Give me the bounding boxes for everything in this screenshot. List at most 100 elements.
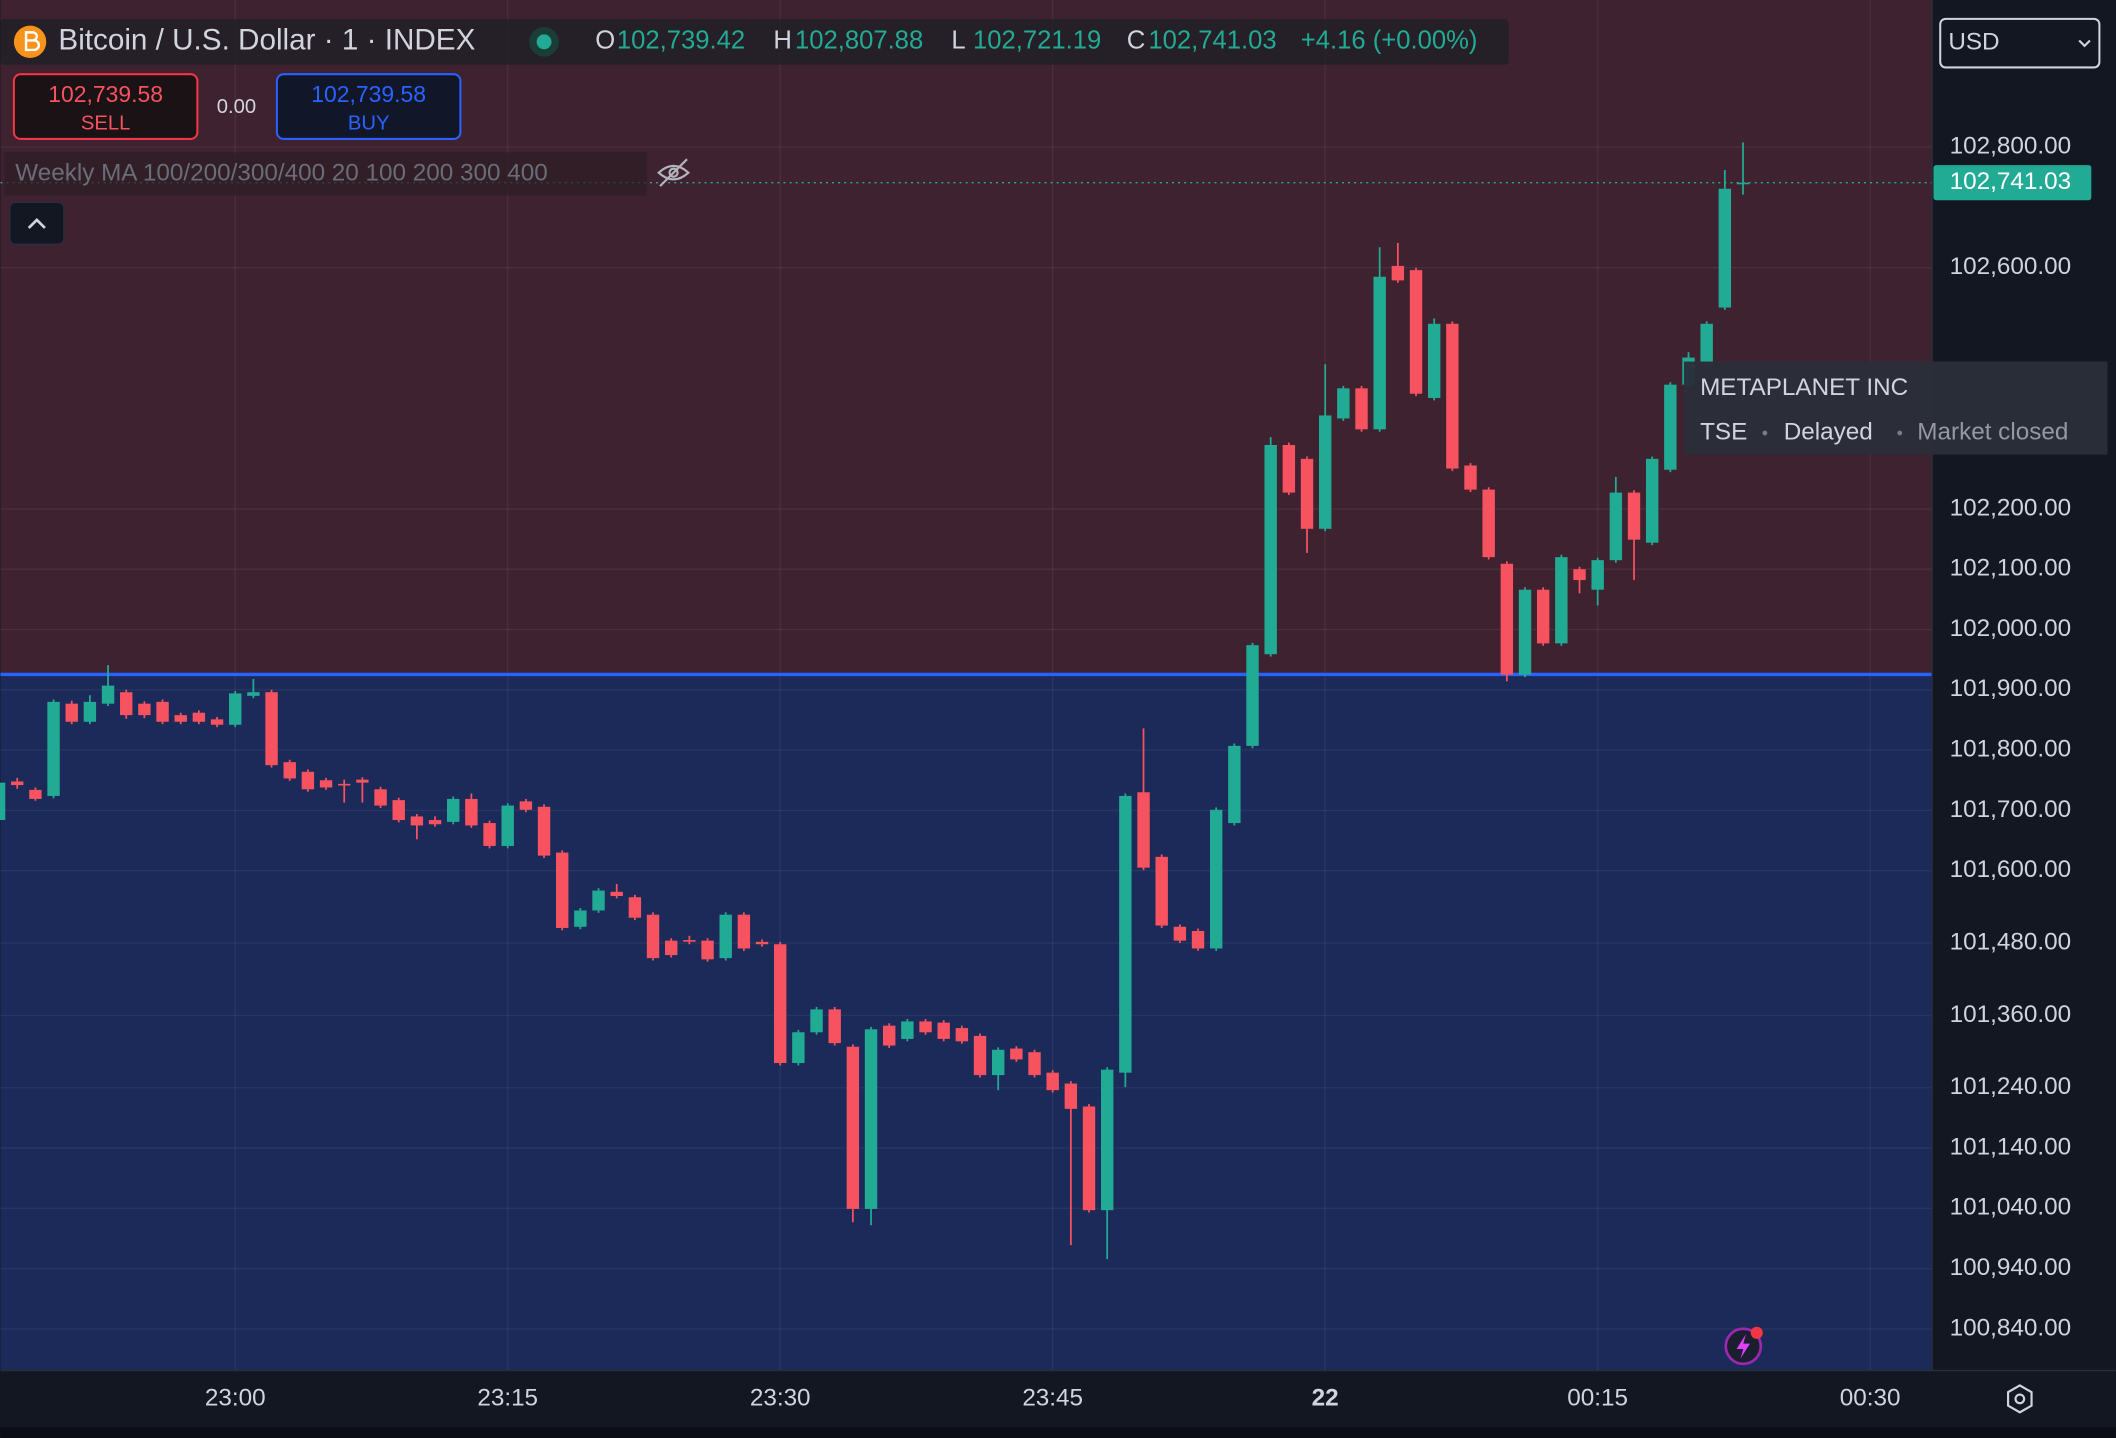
candle-body <box>101 685 115 704</box>
candle-body <box>1355 388 1368 430</box>
candle-body <box>556 852 569 928</box>
time-axis: 23:00 23:15 23:30 23:45 22 00:15 00:30 <box>205 1384 1901 1411</box>
y-tick-label: 100,940.00 <box>1950 1254 2071 1281</box>
candle-body <box>319 780 333 788</box>
candle-body <box>1300 458 1314 529</box>
tooltip-market: Market closed <box>1917 418 2068 445</box>
settings-icon[interactable] <box>2006 1384 2033 1414</box>
candle-body <box>120 692 133 716</box>
x-tick-label: 22 <box>1312 1384 1339 1411</box>
buy-button[interactable] <box>275 73 462 140</box>
candle-body <box>247 692 260 696</box>
candle-body <box>1010 1048 1023 1060</box>
candle-body <box>537 806 551 856</box>
y-tick-label: 101,240.00 <box>1950 1073 2071 1100</box>
change: +4.16 (+0.00%) <box>1301 27 1478 55</box>
candle-body <box>210 719 224 725</box>
candle-body <box>465 798 478 826</box>
ohlc-key: C <box>1127 27 1146 55</box>
status-dot[interactable] <box>536 34 552 50</box>
candle-body <box>356 779 369 783</box>
indicator-bar <box>4 152 647 196</box>
separator <box>1897 430 1903 436</box>
candle-body <box>901 1021 914 1039</box>
candle-body <box>1100 1069 1114 1211</box>
y-tick-label: 101,360.00 <box>1950 1001 2071 1028</box>
y-tick-label: 100,840.00 <box>1950 1314 2071 1341</box>
candle-body <box>301 771 315 790</box>
collapse-button[interactable] <box>9 201 65 245</box>
candle-body <box>1282 444 1296 493</box>
candle-body <box>1119 795 1132 1073</box>
last-price-tag <box>1933 165 2092 201</box>
candle-body <box>265 692 278 766</box>
bitcoin-icon <box>13 25 47 59</box>
buy-label: BUY <box>348 112 390 134</box>
hide-icon[interactable] <box>657 158 690 187</box>
candle-body <box>174 715 187 722</box>
candle-body <box>1228 745 1241 824</box>
candle-body <box>1064 1083 1078 1109</box>
lightning-icon[interactable] <box>1724 1326 1763 1366</box>
candle-body <box>1700 323 1713 362</box>
candle-body <box>1409 270 1423 394</box>
candle-body <box>1318 415 1332 529</box>
candle-body <box>1664 384 1677 470</box>
candle-body <box>1645 458 1659 543</box>
candle-body <box>755 941 769 945</box>
candle-body <box>428 820 442 825</box>
separator <box>1762 430 1768 436</box>
currency-select[interactable] <box>1939 17 2101 69</box>
chevron-down <box>2078 39 2091 48</box>
y-tick-label: 101,480.00 <box>1950 928 2071 955</box>
y-tick-label: 101,600.00 <box>1950 856 2071 883</box>
candle-body <box>1337 388 1350 419</box>
candle-body <box>1264 444 1277 655</box>
candle-body <box>1482 489 1495 558</box>
x-tick-label: 00:15 <box>1567 1384 1628 1411</box>
ohlc-key: L <box>951 27 965 55</box>
candle-body <box>1209 809 1223 949</box>
candle-body <box>792 1032 805 1064</box>
symbol-title[interactable]: Bitcoin / U.S. Dollar · 1 · INDEX <box>58 24 475 57</box>
y-tick-label: 102,800.00 <box>1950 133 2071 160</box>
candle-body <box>810 1009 823 1033</box>
x-tick-label: 23:00 <box>205 1384 266 1411</box>
candle-body <box>846 1046 860 1209</box>
tooltip-name: METAPLANET INC <box>1700 374 1908 401</box>
candle-body <box>47 701 60 796</box>
candle-body <box>1427 323 1441 398</box>
candle-body <box>1137 792 1150 868</box>
price-axis: 102,800.00 102,600.00 102,200.00 102,100.00… <box>1933 133 2092 1341</box>
x-tick-label: 23:30 <box>750 1384 811 1411</box>
candle-body <box>283 762 296 779</box>
candle-body <box>828 1009 841 1044</box>
sell-button[interactable] <box>12 73 199 140</box>
candle-body <box>592 890 605 911</box>
y-tick-label: 102,000.00 <box>1950 615 2071 642</box>
candle-body <box>719 914 732 959</box>
candle-body <box>628 897 642 918</box>
lower-zone <box>0 674 1933 1371</box>
candle-body <box>973 1035 987 1076</box>
candle-body <box>1736 182 1750 185</box>
candle-body <box>683 940 696 942</box>
candle-body <box>374 789 387 806</box>
tooltip-exchange: TSE <box>1700 418 1747 445</box>
candle-body <box>1591 560 1604 590</box>
last-price-label: 102,741.03 <box>1950 168 2071 195</box>
indicator-label[interactable]: Weekly MA 100/200/300/400 20 100 200 300… <box>15 159 547 186</box>
candle-body <box>410 816 424 826</box>
candle-body <box>919 1021 932 1033</box>
candle-body <box>1555 557 1568 644</box>
ohlc-value: 102,721.19 <box>973 27 1101 55</box>
bottom-strip <box>0 1427 2116 1438</box>
ohlc-key: O <box>595 27 615 55</box>
candle-body <box>1627 492 1641 540</box>
ohlc-value: 102,739.42 <box>617 27 745 55</box>
tooltip-status: Delayed <box>1784 418 1873 445</box>
candle-body <box>1046 1072 1059 1091</box>
candle-body <box>646 914 660 959</box>
header-bar <box>0 18 1509 65</box>
